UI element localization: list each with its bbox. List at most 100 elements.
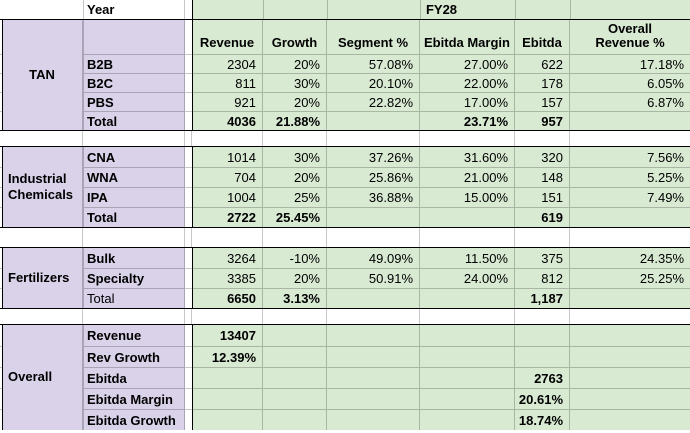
cell-segment-pct[interactable]	[327, 346, 420, 367]
row-label[interactable]: PBS	[83, 92, 185, 111]
cell-overall-revenue-pct[interactable]: 17.18%	[570, 54, 690, 73]
cell-revenue[interactable]	[192, 367, 263, 388]
row-label[interactable]: Total	[83, 111, 185, 130]
cell-growth[interactable]: 25%	[263, 187, 327, 207]
cell-overall-revenue-pct[interactable]	[570, 288, 690, 308]
cell-overall-revenue-pct[interactable]	[570, 111, 690, 130]
cell-overall-revenue-pct[interactable]	[570, 346, 690, 367]
cell-growth[interactable]: 30%	[263, 147, 327, 167]
cell-ebitda-margin[interactable]	[420, 288, 515, 308]
row-label[interactable]: CNA	[83, 147, 185, 167]
cell-ebitda[interactable]: 1,187	[515, 288, 570, 308]
cell-ebitda-margin[interactable]	[420, 346, 515, 367]
cell-segment-pct[interactable]: 25.86%	[327, 167, 420, 187]
column-header-ebitda-margin[interactable]: Ebitda Margin	[420, 20, 515, 54]
cell-segment-pct[interactable]: 36.88%	[327, 187, 420, 207]
cell-revenue[interactable]: 12.39%	[192, 346, 263, 367]
column-header-overall-revenue-pct[interactable]: Overall Revenue %	[570, 20, 690, 54]
cell-ebitda-margin[interactable]: 11.50%	[420, 248, 515, 268]
cell-revenue[interactable]: 811	[192, 73, 263, 92]
column-header-growth[interactable]: Growth	[263, 20, 327, 54]
cell-ebitda[interactable]: 2763	[515, 367, 570, 388]
year-header-cell[interactable]: Year	[83, 0, 185, 19]
cell-segment-pct[interactable]	[327, 207, 420, 227]
section-label[interactable]: TAN	[2, 20, 83, 130]
cell-overall-revenue-pct[interactable]: 24.35%	[570, 248, 690, 268]
cell-growth[interactable]: 20%	[263, 167, 327, 187]
row-label[interactable]: B2B	[83, 54, 185, 73]
cell-revenue[interactable]: 6650	[192, 288, 263, 308]
cell-growth[interactable]: 25.45%	[263, 207, 327, 227]
section-label[interactable]: Industrial Chemicals	[2, 147, 83, 227]
cell-ebitda-margin[interactable]: 22.00%	[420, 73, 515, 92]
cell-ebitda-margin[interactable]: 27.00%	[420, 54, 515, 73]
cell-segment-pct[interactable]	[327, 388, 420, 409]
cell-growth[interactable]: 3.13%	[263, 288, 327, 308]
cell-revenue[interactable]: 3385	[192, 268, 263, 288]
row-label[interactable]: WNA	[83, 167, 185, 187]
cell-segment-pct[interactable]	[327, 288, 420, 308]
cell-overall-revenue-pct[interactable]: 6.87%	[570, 92, 690, 111]
cell-growth[interactable]: 20%	[263, 92, 327, 111]
cell-segment-pct[interactable]: 20.10%	[327, 73, 420, 92]
cell-revenue[interactable]: 1014	[192, 147, 263, 167]
cell-revenue[interactable]: 3264	[192, 248, 263, 268]
cell-segment-pct[interactable]: 50.91%	[327, 268, 420, 288]
cell-overall-revenue-pct[interactable]: 25.25%	[570, 268, 690, 288]
cell-growth[interactable]	[263, 409, 327, 430]
cell-ebitda[interactable]: 812	[515, 268, 570, 288]
cell-segment-pct[interactable]	[327, 325, 420, 346]
cell-ebitda[interactable]	[515, 325, 570, 346]
row-label[interactable]: Ebitda Margin	[83, 388, 185, 409]
cell-growth[interactable]: 20%	[263, 268, 327, 288]
cell-growth[interactable]: -10%	[263, 248, 327, 268]
cell-segment-pct[interactable]: 37.26%	[327, 147, 420, 167]
row-label[interactable]: Rev Growth	[83, 346, 185, 367]
cell-revenue[interactable]: 2722	[192, 207, 263, 227]
cell-segment-pct[interactable]: 49.09%	[327, 248, 420, 268]
cell-ebitda-margin[interactable]: 24.00%	[420, 268, 515, 288]
cell-overall-revenue-pct[interactable]: 7.49%	[570, 187, 690, 207]
cell-segment-pct[interactable]	[327, 409, 420, 430]
row-label[interactable]: Specialty	[83, 268, 185, 288]
cell-overall-revenue-pct[interactable]: 5.25%	[570, 167, 690, 187]
cell-revenue[interactable]: 2304	[192, 54, 263, 73]
cell-overall-revenue-pct[interactable]: 6.05%	[570, 73, 690, 92]
cell-ebitda[interactable]: 151	[515, 187, 570, 207]
cell-ebitda-margin[interactable]	[420, 409, 515, 430]
column-header-segment-pct[interactable]: Segment %	[327, 20, 420, 54]
row-label[interactable]: Total	[83, 288, 185, 308]
section-label[interactable]: Overall	[2, 325, 83, 430]
cell-revenue[interactable]	[192, 388, 263, 409]
cell-ebitda-margin[interactable]: 21.00%	[420, 167, 515, 187]
column-header-ebitda[interactable]: Ebitda	[515, 20, 570, 54]
cell-overall-revenue-pct[interactable]: 7.56%	[570, 147, 690, 167]
cell-ebitda-margin[interactable]: 17.00%	[420, 92, 515, 111]
cell-ebitda[interactable]: 157	[515, 92, 570, 111]
cell-growth[interactable]: 30%	[263, 73, 327, 92]
cell-ebitda[interactable]: 622	[515, 54, 570, 73]
column-header-revenue[interactable]: Revenue	[192, 20, 263, 54]
cell-ebitda[interactable]: 178	[515, 73, 570, 92]
row-label[interactable]: Revenue	[83, 325, 185, 346]
cell-ebitda[interactable]: 148	[515, 167, 570, 187]
row-label[interactable]: IPA	[83, 187, 185, 207]
cell-segment-pct[interactable]: 22.82%	[327, 92, 420, 111]
cell-revenue[interactable]	[192, 409, 263, 430]
cell-ebitda-margin[interactable]	[420, 388, 515, 409]
cell-revenue[interactable]: 4036	[192, 111, 263, 130]
cell-revenue[interactable]: 13407	[192, 325, 263, 346]
cell-overall-revenue-pct[interactable]	[570, 207, 690, 227]
cell-ebitda[interactable]: 18.74%	[515, 409, 570, 430]
cell-ebitda-margin[interactable]: 31.60%	[420, 147, 515, 167]
row-label[interactable]: Bulk	[83, 248, 185, 268]
cell-overall-revenue-pct[interactable]	[570, 409, 690, 430]
cell-overall-revenue-pct[interactable]	[570, 388, 690, 409]
row-label[interactable]: Total	[83, 207, 185, 227]
cell-ebitda[interactable]: 619	[515, 207, 570, 227]
cell-ebitda[interactable]: 375	[515, 248, 570, 268]
cell-growth[interactable]	[263, 367, 327, 388]
row-label[interactable]: Ebitda	[83, 367, 185, 388]
cell-ebitda-margin[interactable]: 23.71%	[420, 111, 515, 130]
cell-growth[interactable]	[263, 388, 327, 409]
